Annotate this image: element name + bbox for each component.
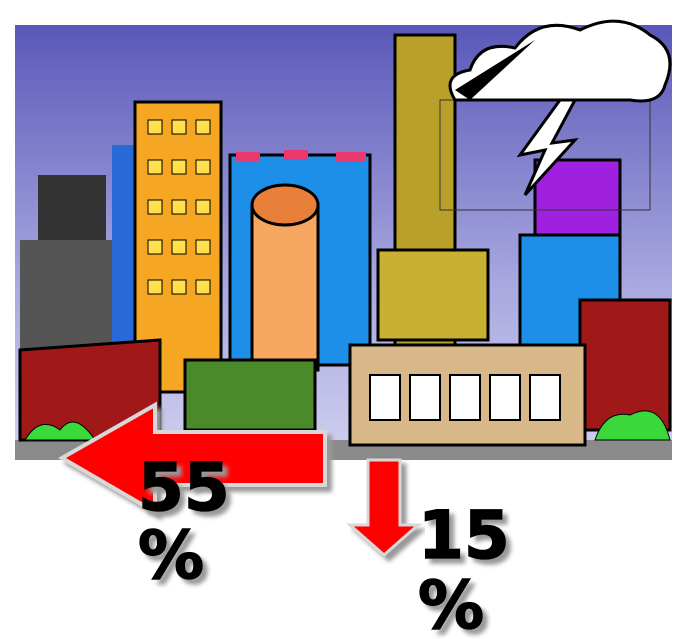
callout-unit: % bbox=[418, 567, 484, 639]
callout-number: 55 bbox=[138, 449, 230, 526]
city-illustration bbox=[15, 19, 672, 460]
callout-number: 15 bbox=[418, 497, 510, 574]
down-arrow bbox=[346, 458, 422, 558]
callout-unit: % bbox=[138, 517, 204, 594]
left-arrow bbox=[57, 401, 327, 516]
